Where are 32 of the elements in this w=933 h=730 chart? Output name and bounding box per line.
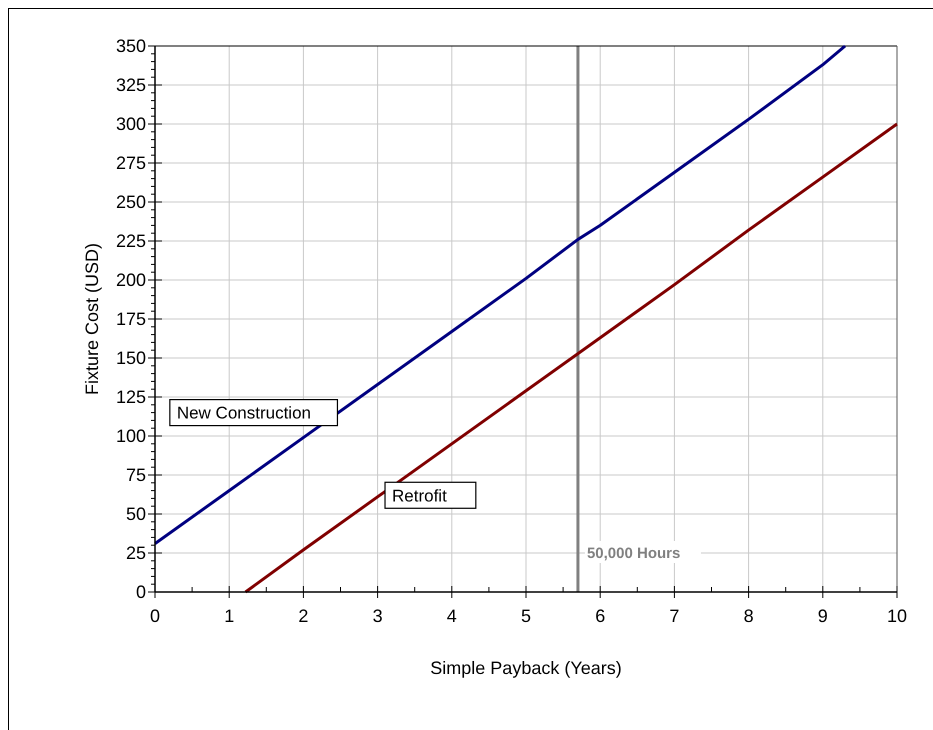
- y-tick-label: 300: [116, 114, 146, 134]
- y-tick-label: 175: [116, 309, 146, 329]
- x-tick-label: 6: [595, 606, 606, 626]
- ref-line-label: 50,000 Hours: [586, 545, 680, 562]
- y-tick-label: 350: [116, 36, 146, 56]
- x-tick-label: 2: [298, 606, 308, 626]
- y-tick-label: 150: [116, 348, 146, 368]
- x-axis-title: Simple Payback (Years): [430, 658, 622, 678]
- y-axis-title: Fixture Cost (USD): [82, 242, 102, 396]
- x-tick-label: 5: [520, 606, 532, 626]
- x-tick-label: 3: [372, 606, 383, 626]
- y-tick-label: 275: [116, 153, 146, 173]
- y-tick-label: 100: [116, 426, 146, 446]
- x-tick-label: 10: [886, 606, 908, 626]
- y-tick-label: 225: [116, 231, 146, 251]
- y-tick-label: 50: [126, 504, 146, 524]
- series-label: New Construction: [176, 404, 312, 423]
- y-tick-label: 25: [126, 543, 146, 563]
- y-tick-label: 200: [116, 270, 146, 290]
- y-tick-label: 75: [126, 465, 146, 485]
- x-tick-label: 9: [818, 606, 828, 626]
- x-tick-label: 4: [446, 606, 457, 626]
- series-label: Retrofit: [392, 486, 448, 506]
- y-tick-label: 125: [116, 387, 146, 407]
- line-series: [154, 44, 847, 546]
- y-tick-label: 325: [116, 75, 146, 95]
- x-tick-label: 0: [150, 606, 160, 626]
- y-tick-label: 250: [116, 192, 146, 212]
- y-tick-label: 0: [136, 582, 146, 602]
- x-tick-label: 7: [669, 606, 680, 626]
- x-tick-label: 1: [224, 606, 234, 626]
- x-tick-label: 8: [744, 606, 754, 626]
